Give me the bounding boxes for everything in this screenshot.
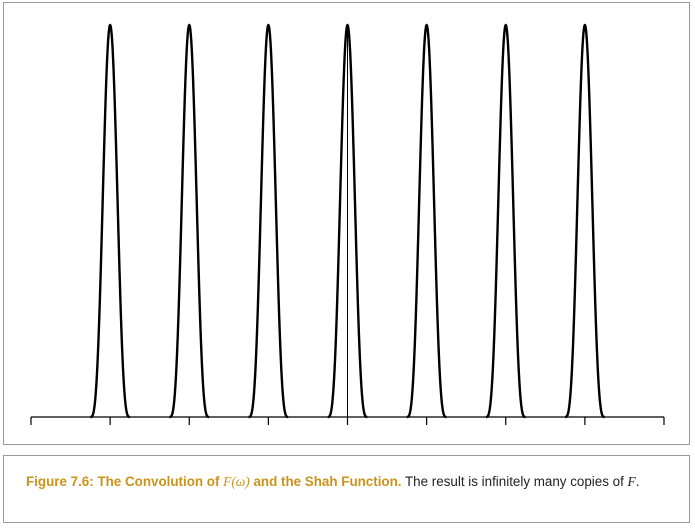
- f-copy-curve: [89, 23, 131, 419]
- figure-caption-box: Figure 7.6: The Convolution of F(ω) and …: [3, 455, 690, 523]
- figure-caption: Figure 7.6: The Convolution of F(ω) and …: [26, 473, 667, 491]
- caption-title-post: and the Shah Function.: [253, 474, 402, 489]
- convolution-chart: [30, 23, 665, 425]
- caption-body-pre: The result is infinitely many copies of: [405, 474, 624, 489]
- caption-body-post: .: [635, 474, 640, 489]
- caption-label: Figure 7.6:: [26, 474, 94, 489]
- caption-title-pre: The Convolution of: [97, 474, 220, 489]
- f-copy-curve: [564, 23, 606, 419]
- f-copy-curve: [485, 23, 527, 419]
- f-copy-curve: [406, 23, 448, 419]
- f-copy-curve: [327, 23, 368, 419]
- figure-plot-frame: [3, 2, 690, 445]
- f-copy-curve: [168, 23, 210, 419]
- caption-title-math: F(ω): [223, 474, 250, 489]
- f-copy-curve: [247, 23, 289, 419]
- caption-body-math: F: [627, 474, 636, 489]
